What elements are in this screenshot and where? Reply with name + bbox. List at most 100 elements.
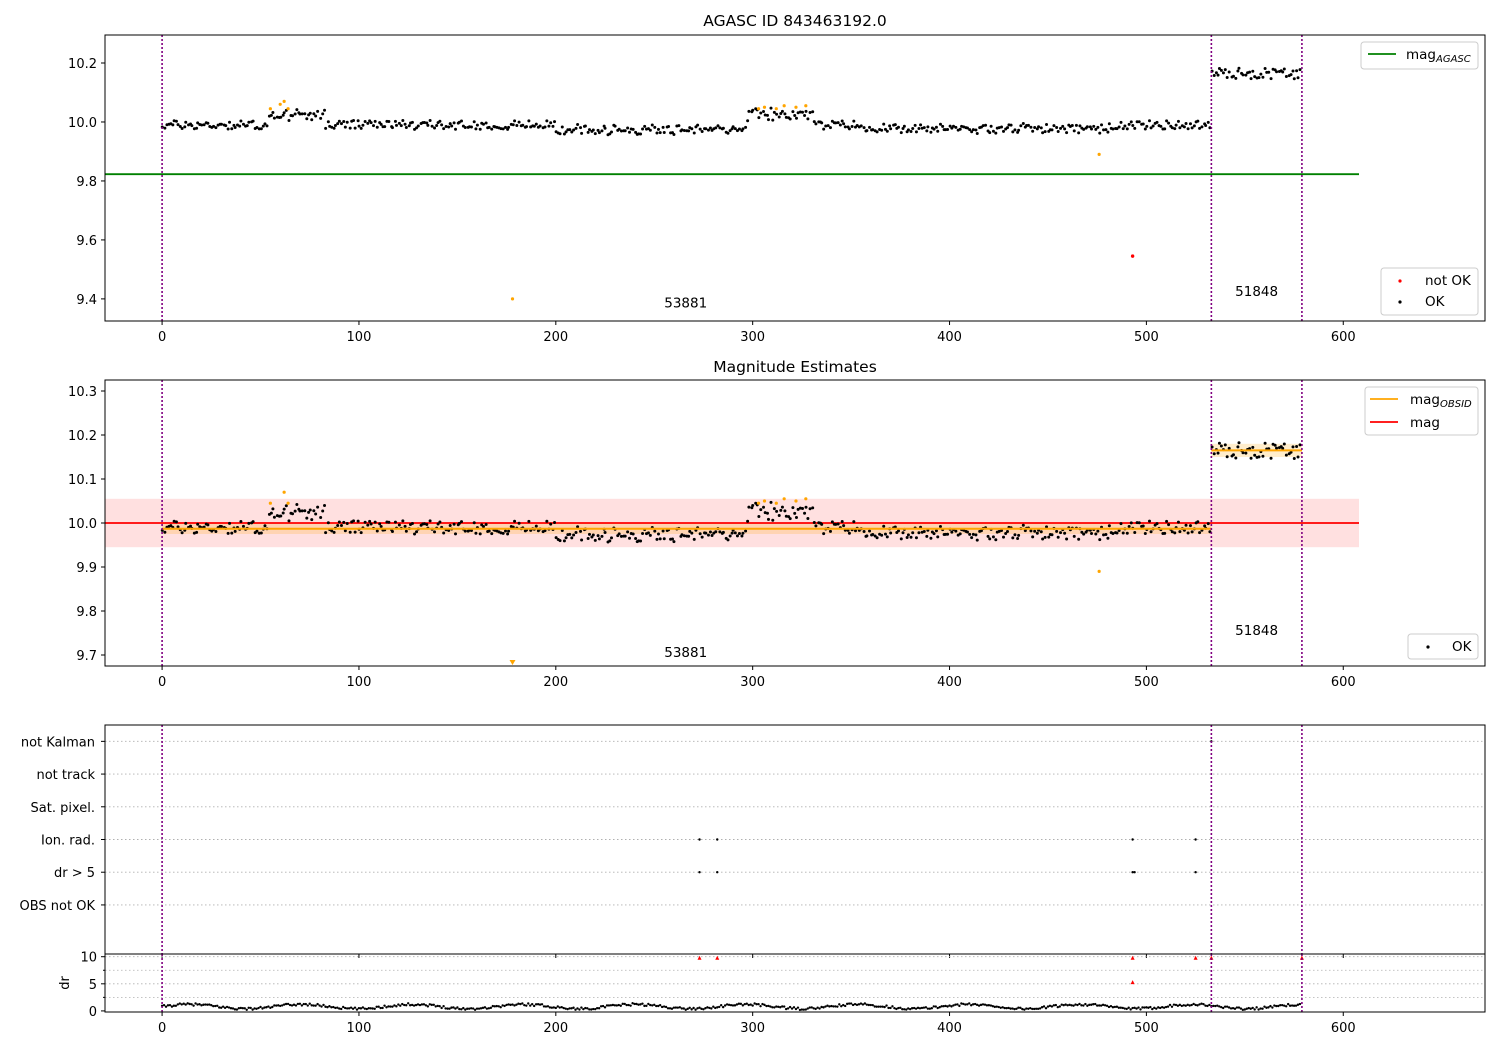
ok-point xyxy=(751,503,755,507)
ok-point xyxy=(263,122,267,126)
ok-point xyxy=(690,127,694,131)
dr-point xyxy=(777,1005,780,1009)
ok-point xyxy=(474,531,478,535)
flag-category-label: OBS not OK xyxy=(20,899,96,914)
ok-point xyxy=(356,119,360,123)
ok-point xyxy=(363,119,367,123)
ok-point xyxy=(214,126,218,130)
ok-point xyxy=(457,521,461,525)
ok-point xyxy=(820,121,824,125)
ok-point xyxy=(348,126,352,130)
dr-point xyxy=(816,1006,819,1009)
dr-point xyxy=(633,1002,636,1006)
ok-point xyxy=(560,125,564,129)
dr-point xyxy=(1131,1006,1134,1010)
ok-point xyxy=(1281,446,1285,450)
ok-point xyxy=(534,122,538,126)
ok-point xyxy=(1137,521,1141,525)
ok-point xyxy=(587,532,591,536)
dr-point xyxy=(534,1003,538,1006)
dr-point xyxy=(617,1003,621,1007)
ok-point xyxy=(875,130,879,134)
ok-point xyxy=(397,121,401,125)
dr-point xyxy=(460,1008,463,1011)
dr-point xyxy=(1139,1008,1142,1011)
dr-point xyxy=(1166,1005,1170,1008)
ok-point xyxy=(780,109,784,113)
dr-point xyxy=(651,1004,654,1007)
ok-point xyxy=(1125,127,1129,131)
ok-point xyxy=(1004,531,1008,535)
ok-point xyxy=(958,532,962,536)
ok-point xyxy=(680,533,684,537)
flagged-point xyxy=(756,501,761,505)
dr-point xyxy=(1298,1002,1302,1006)
dr-point xyxy=(491,1004,495,1008)
dr-point xyxy=(621,1002,624,1006)
ok-point xyxy=(828,529,832,533)
dr-point xyxy=(977,1004,981,1007)
ok-point xyxy=(948,124,952,128)
ok-point xyxy=(308,508,312,512)
ok-point xyxy=(463,529,467,533)
ok-point xyxy=(812,120,816,124)
dr-point xyxy=(1097,1004,1101,1007)
dr-point xyxy=(1153,1006,1156,1010)
dr-point xyxy=(184,1003,187,1006)
dr-point xyxy=(660,1005,664,1009)
ok-point xyxy=(1234,76,1238,80)
ok-point xyxy=(206,523,210,527)
ok-point xyxy=(922,529,926,533)
ylabel-dr: dr xyxy=(58,976,73,990)
ok-point xyxy=(1147,119,1151,123)
dr-point xyxy=(971,1003,975,1006)
ok-point xyxy=(926,125,930,129)
ok-point xyxy=(643,124,647,128)
ok-point xyxy=(474,127,478,131)
ok-point xyxy=(324,126,328,130)
dr-point xyxy=(1141,1006,1144,1009)
dr-point xyxy=(1058,1005,1061,1008)
ok-point xyxy=(1002,129,1006,133)
dr-point xyxy=(912,1006,916,1010)
ok-point xyxy=(1019,124,1023,128)
y-tick-label: 5 xyxy=(89,978,97,993)
ok-point xyxy=(1011,130,1015,134)
ok-point xyxy=(1107,524,1111,528)
ok-point xyxy=(600,534,604,538)
ok-point xyxy=(547,124,551,128)
ok-point xyxy=(316,505,320,509)
ok-point xyxy=(361,123,365,127)
ok-point xyxy=(454,127,458,131)
dr-point xyxy=(538,1003,542,1006)
dr-point xyxy=(1186,1003,1189,1007)
dr-point xyxy=(1261,1007,1264,1010)
ok-point xyxy=(1221,71,1225,75)
dr-point xyxy=(906,1007,910,1010)
ok-point xyxy=(803,511,807,515)
ok-point xyxy=(842,122,846,126)
ok-point xyxy=(339,524,343,528)
ok-point xyxy=(239,119,243,123)
ok-point xyxy=(631,127,635,131)
ok-point xyxy=(838,123,842,127)
dr-point xyxy=(901,1008,904,1011)
ok-point xyxy=(521,123,525,127)
ok-point xyxy=(728,129,732,133)
x-tick-label: 200 xyxy=(543,675,568,690)
ok-point xyxy=(975,131,979,135)
ok-point xyxy=(608,539,612,543)
dr-point xyxy=(928,1007,932,1010)
dr-point xyxy=(1265,1006,1268,1009)
ok-point xyxy=(788,517,792,521)
dr-point xyxy=(653,1003,656,1007)
ok-point xyxy=(822,532,826,536)
dr-point xyxy=(497,1005,500,1008)
ok-point xyxy=(1269,77,1273,81)
ok-point xyxy=(628,536,632,540)
dr-point xyxy=(434,1005,437,1008)
ok-point xyxy=(965,530,969,534)
dr-point xyxy=(420,1003,424,1006)
ok-point xyxy=(251,119,255,123)
dr-point xyxy=(960,1002,963,1005)
